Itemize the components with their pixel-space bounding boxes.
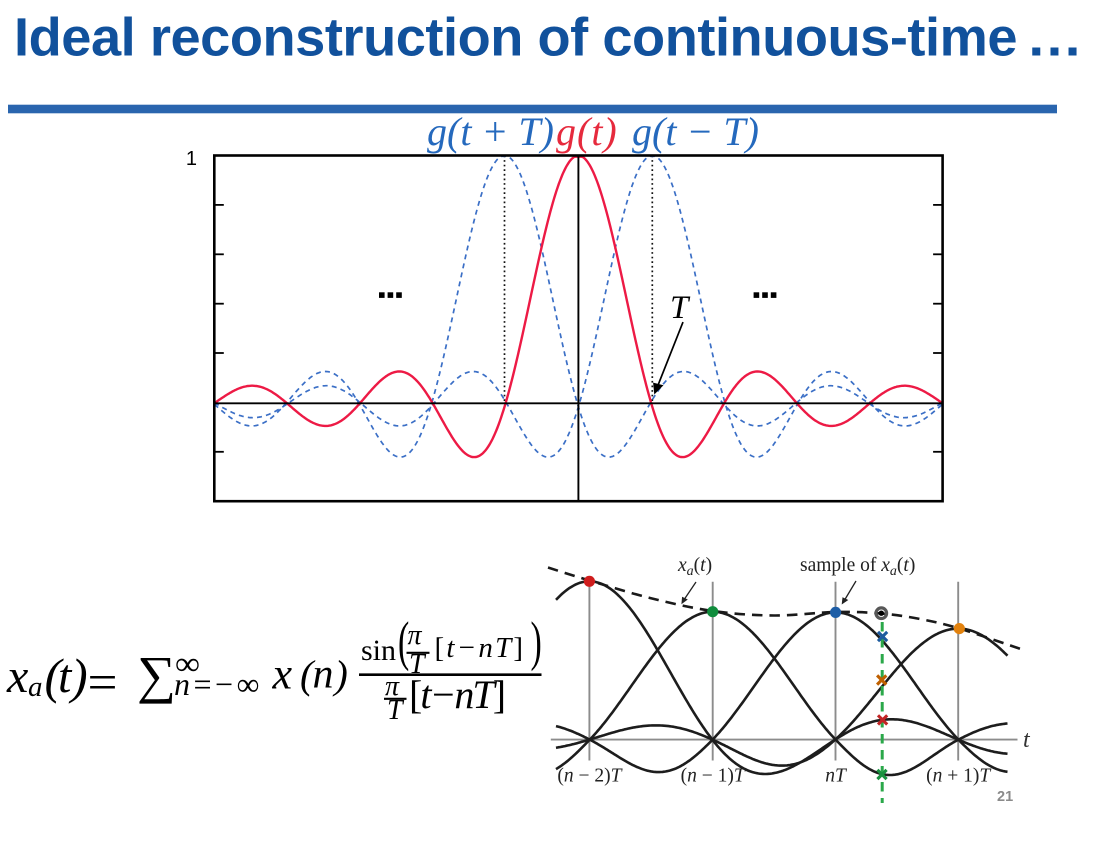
svg-text:g(t): g(t): [556, 109, 618, 154]
svg-text:[t−nT]: [t−nT]: [435, 632, 526, 664]
svg-text:): ): [68, 648, 88, 704]
svg-text:T: T: [409, 649, 427, 680]
svg-text:a: a: [28, 671, 43, 703]
svg-text:[t−nT]: [t−nT]: [409, 672, 504, 717]
svg-text:x: x: [272, 650, 293, 699]
svg-text:x: x: [6, 650, 28, 703]
svg-text:…: …: [1026, 8, 1083, 68]
svg-text:(n + 1)T: (n + 1)T: [926, 766, 991, 787]
svg-text:t: t: [1023, 727, 1031, 753]
svg-text:(: (: [398, 611, 409, 671]
svg-text:π: π: [408, 620, 423, 651]
svg-text:): ): [531, 611, 542, 671]
svg-text:(: (: [300, 652, 316, 697]
svg-text:n: n: [313, 652, 334, 698]
svg-text:21: 21: [997, 789, 1013, 805]
svg-text:Ideal reconstruction of contin: Ideal reconstruction of continuous-time: [14, 8, 1017, 68]
svg-text:t: t: [58, 650, 73, 703]
svg-text:(n − 1)T: (n − 1)T: [681, 766, 746, 787]
svg-text:g(t + T): g(t + T): [427, 109, 554, 154]
svg-text:sin: sin: [361, 634, 396, 667]
svg-text:): ): [333, 652, 348, 697]
svg-text:1: 1: [186, 148, 197, 170]
svg-text:=: =: [88, 654, 118, 710]
svg-text:∞: ∞: [175, 647, 200, 683]
svg-text:sample of xa(t): sample of xa(t): [800, 555, 915, 579]
svg-text:(n − 2)T: (n − 2)T: [557, 766, 622, 787]
svg-text:n=−∞: n=−∞: [174, 666, 263, 702]
svg-text:nT: nT: [825, 766, 847, 787]
svg-text:∑: ∑: [137, 646, 176, 704]
svg-text:g(t − T): g(t − T): [632, 109, 759, 154]
svg-text:T: T: [387, 695, 405, 726]
svg-text:π: π: [385, 671, 400, 702]
svg-text:(: (: [45, 648, 65, 704]
svg-text:xa(t): xa(t): [677, 555, 712, 579]
svg-text:T: T: [670, 290, 691, 326]
